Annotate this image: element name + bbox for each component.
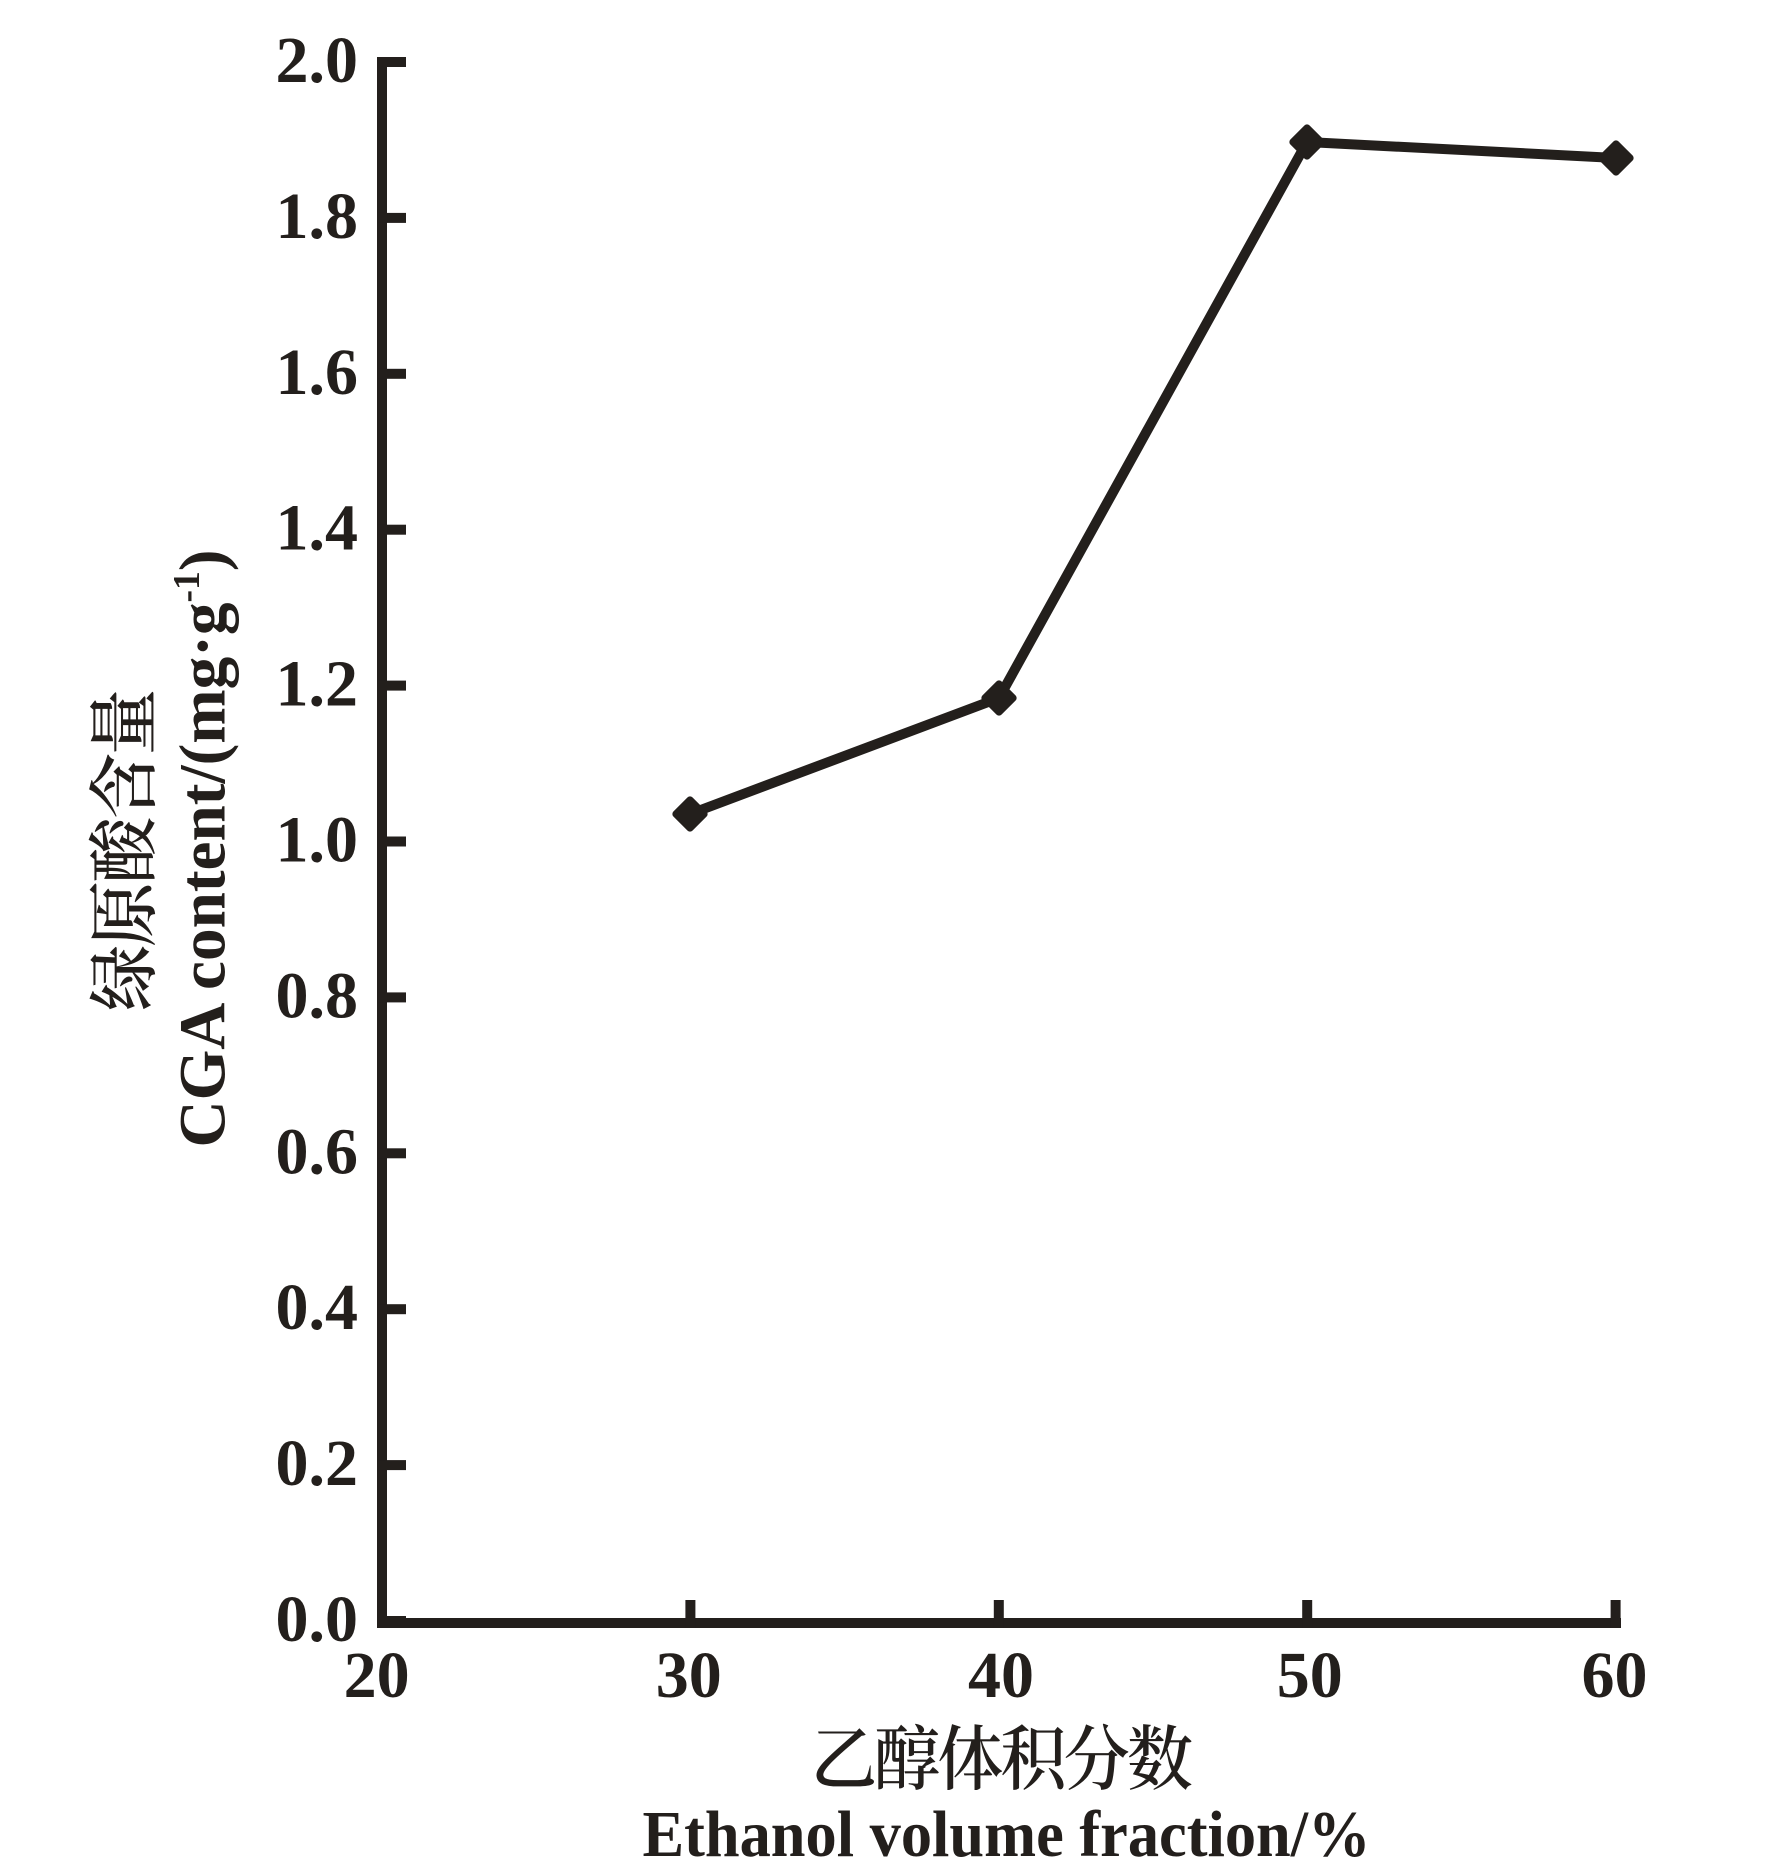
svg-text:20: 20 — [344, 1639, 410, 1712]
svg-text:1.4: 1.4 — [276, 492, 359, 565]
svg-text:2.0: 2.0 — [276, 24, 359, 97]
svg-text:1.0: 1.0 — [276, 804, 359, 877]
svg-text:Ethanol volume fraction/%: Ethanol volume fraction/% — [643, 1798, 1371, 1871]
svg-text:1.6: 1.6 — [276, 336, 359, 409]
svg-text:1.8: 1.8 — [276, 180, 359, 253]
svg-text:60: 60 — [1582, 1639, 1648, 1712]
svg-text:1.2: 1.2 — [276, 648, 359, 721]
svg-text:0.6: 0.6 — [276, 1115, 359, 1188]
svg-text:0.0: 0.0 — [276, 1583, 359, 1656]
svg-text:0.8: 0.8 — [276, 959, 359, 1032]
svg-text:50: 50 — [1277, 1639, 1343, 1712]
svg-text:0.2: 0.2 — [276, 1427, 359, 1500]
svg-text:30: 30 — [656, 1639, 722, 1712]
svg-text:40: 40 — [968, 1639, 1034, 1712]
svg-text:0.4: 0.4 — [276, 1271, 359, 1344]
svg-text:CGA content/(mg·g-1): CGA content/(mg·g-1) — [166, 550, 240, 1148]
